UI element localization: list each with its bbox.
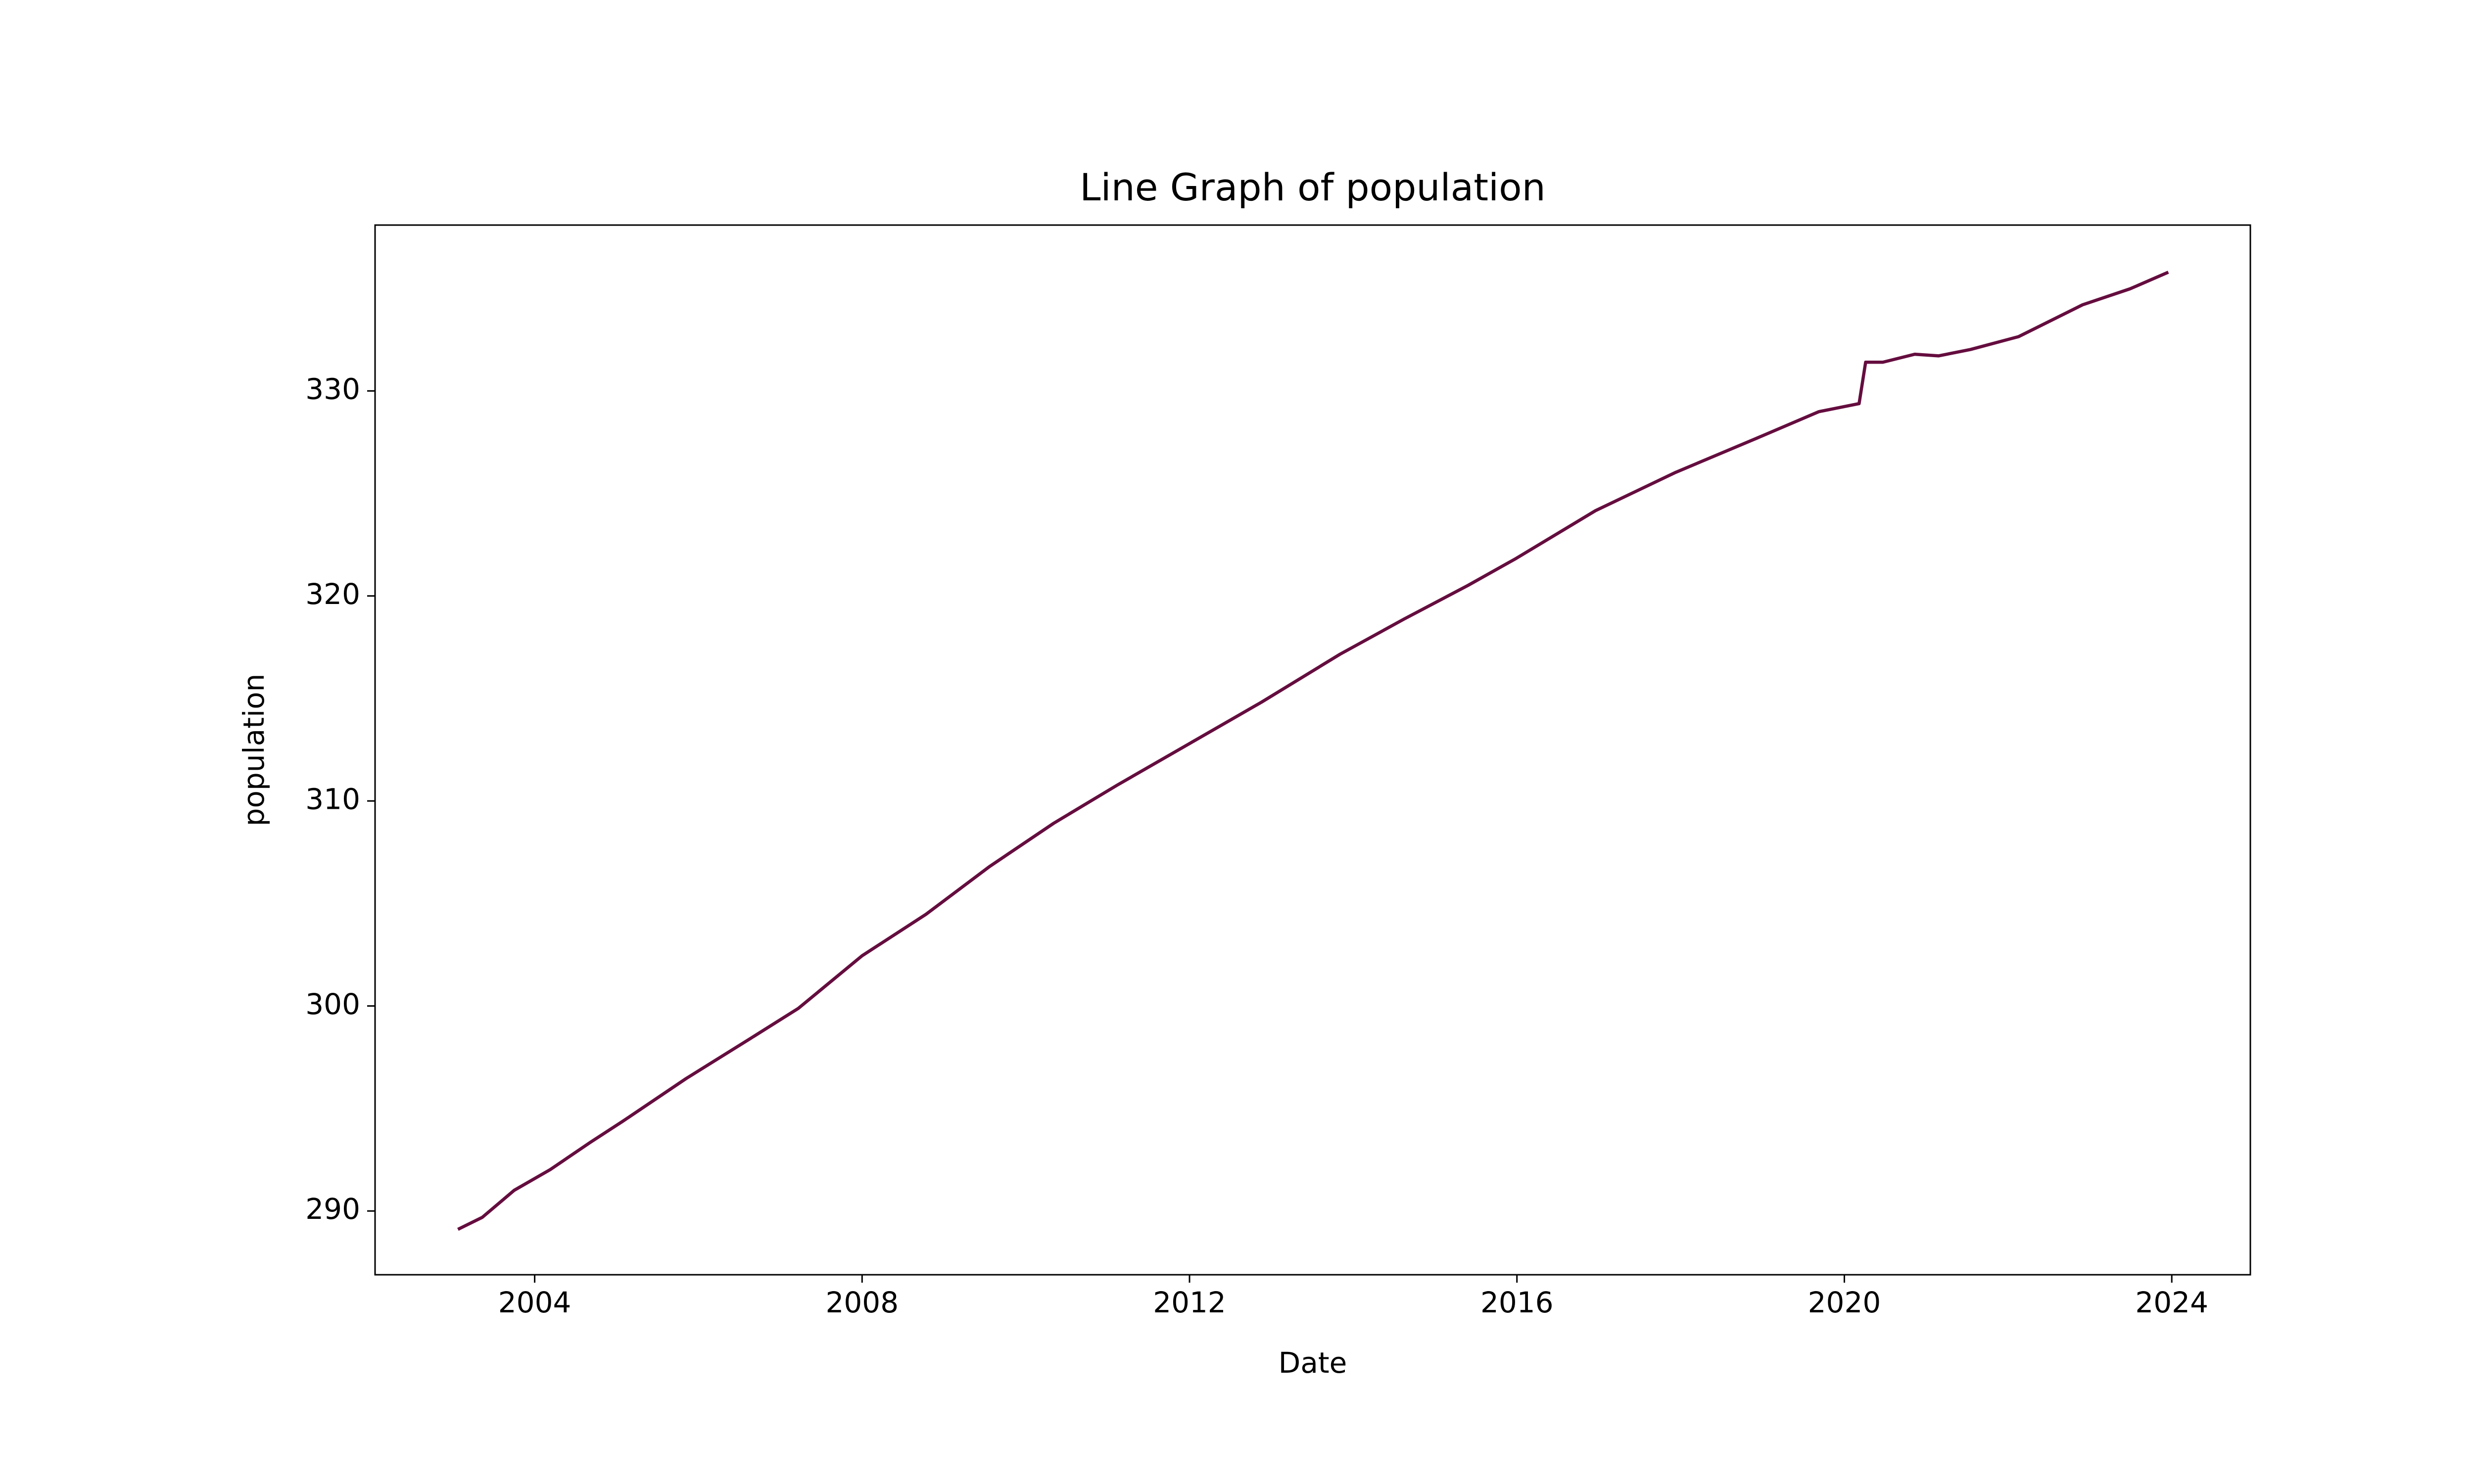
x-tick-label: 2024: [2135, 1286, 2208, 1319]
y-tick-label: 310: [305, 782, 360, 816]
x-tick-label: 2016: [1480, 1286, 1554, 1319]
x-tick-label: 2020: [1808, 1286, 1881, 1319]
plot-frame: [374, 224, 2251, 1276]
y-tick-label: 330: [305, 372, 360, 406]
x-tick-label: 2012: [1153, 1286, 1226, 1319]
y-tick-label: 290: [305, 1192, 360, 1226]
chart-title: Line Graph of population: [1080, 165, 1546, 209]
y-tick-label: 300: [305, 987, 360, 1021]
x-tick-label: 2008: [826, 1286, 899, 1319]
line-series: [457, 271, 2169, 1231]
y-tick-label: 320: [305, 577, 360, 611]
x-tick-label: 2004: [498, 1286, 571, 1319]
x-axis-label: Date: [1279, 1346, 1347, 1380]
y-axis-label: population: [237, 674, 271, 827]
